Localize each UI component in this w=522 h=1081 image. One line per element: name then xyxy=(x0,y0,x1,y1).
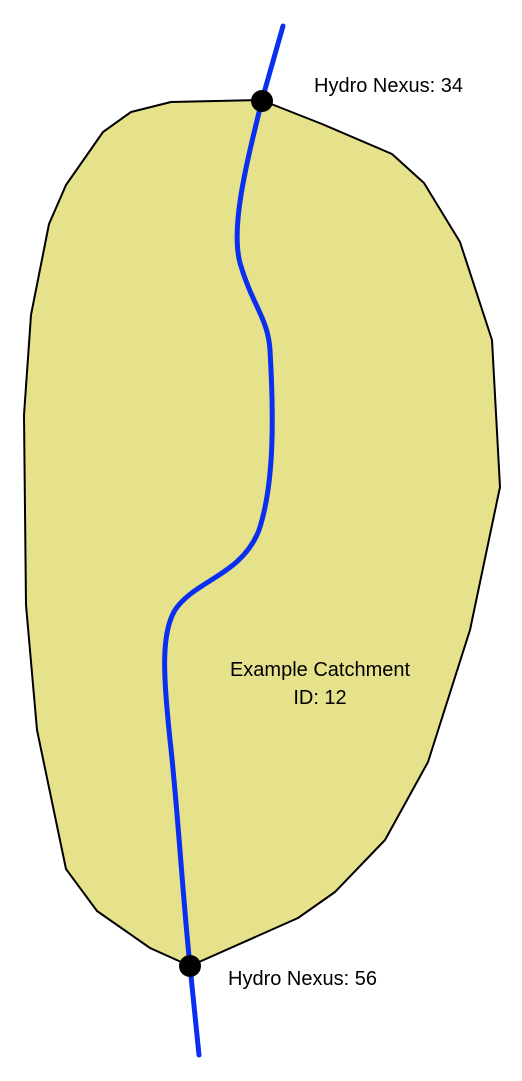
nexus-bottom-marker xyxy=(179,955,201,977)
flowpath-river xyxy=(162,23,286,1058)
catchment-id: ID: 12 xyxy=(293,687,347,709)
catchment-name: Example Catchment xyxy=(229,659,411,681)
catchment-label: Example Catchment ID: 12 xyxy=(230,656,410,712)
catchment-polygon xyxy=(23,99,501,967)
nexus-top-marker xyxy=(251,90,273,112)
nexus-top-label: Hydro Nexus: 34 xyxy=(314,75,463,97)
nexus-bottom-label: Hydro Nexus: 56 xyxy=(228,968,377,990)
